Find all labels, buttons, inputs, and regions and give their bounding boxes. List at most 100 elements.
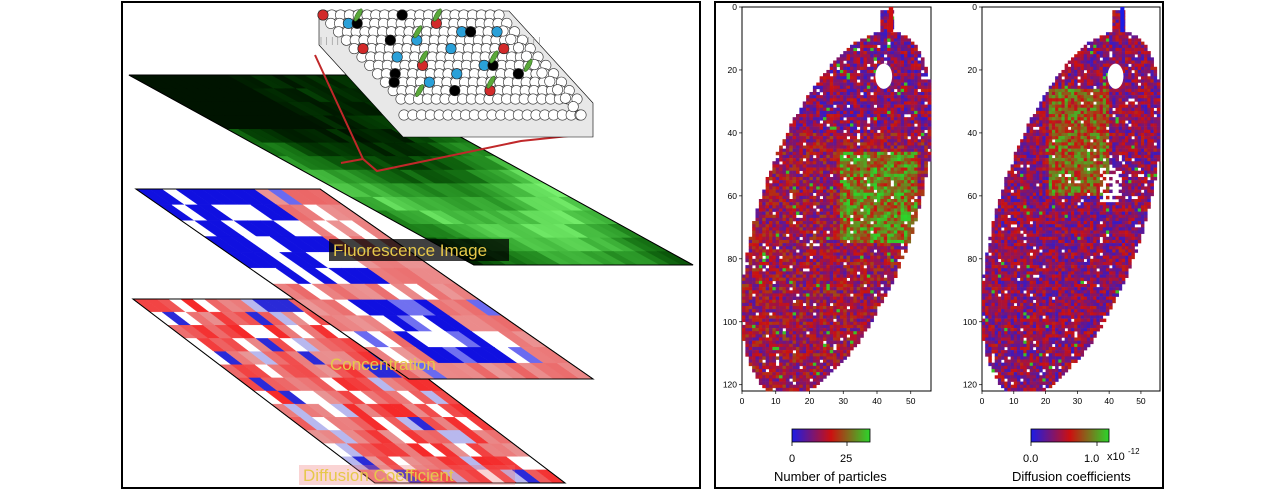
heatmap-pixel — [884, 293, 888, 296]
heatmap-pixel — [907, 89, 911, 92]
heatmap-pixel — [793, 293, 797, 296]
heatmap-pixel — [864, 259, 868, 262]
heatmap-pixel — [745, 315, 749, 318]
heatmap-pixel — [918, 190, 922, 193]
heatmap-pixel — [783, 243, 787, 246]
heatmap-pixel — [897, 145, 901, 148]
heatmap-pixel — [884, 145, 888, 148]
heatmap-pixel — [853, 174, 857, 177]
heatmap-pixel — [816, 315, 820, 318]
heatmap-pixel — [847, 133, 851, 136]
heatmap-pixel — [860, 123, 864, 126]
heatmap-pixel — [766, 325, 770, 328]
heatmap-pixel — [826, 319, 830, 322]
heatmap-pixel — [857, 61, 861, 64]
heatmap-pixel — [810, 262, 814, 265]
heatmap-pixel — [840, 73, 844, 76]
heatmap-pixel — [860, 183, 864, 186]
heatmap-pixel — [914, 168, 918, 171]
heatmap-pixel — [924, 142, 928, 145]
heatmap-pixel — [860, 309, 864, 312]
heatmap-pixel — [772, 344, 776, 347]
heatmap-pixel — [803, 171, 807, 174]
heatmap-pixel — [752, 303, 756, 306]
heatmap-pixel — [874, 152, 878, 155]
heatmap-pixel — [853, 142, 857, 145]
heatmap-pixel — [918, 67, 922, 70]
heatmap-pixel — [789, 256, 793, 259]
heatmap-pixel — [762, 230, 766, 233]
heatmap-pixel — [806, 139, 810, 142]
heatmap-pixel — [772, 271, 776, 274]
heatmap-pixel — [826, 281, 830, 284]
heatmap-pixel — [837, 322, 841, 325]
heatmap-pixel — [816, 293, 820, 296]
heatmap-pixel — [847, 161, 851, 164]
heatmap-pixel — [830, 253, 834, 256]
heatmap-pixel — [762, 278, 766, 281]
heatmap-pixel — [833, 174, 837, 177]
heatmap-pixel — [796, 193, 800, 196]
heatmap-pixel — [796, 158, 800, 161]
heatmap-pixel — [756, 208, 760, 211]
heatmap-pixel — [877, 164, 881, 167]
heatmap-pixel — [864, 218, 868, 221]
heatmap-pixel — [830, 297, 834, 300]
heatmap-pixel — [840, 212, 844, 215]
heatmap-pixel — [870, 108, 874, 111]
heatmap-pixel — [772, 334, 776, 337]
heatmap-pixel — [907, 180, 911, 183]
heatmap-pixel — [867, 142, 871, 145]
heatmap-pixel — [823, 337, 827, 340]
heatmap-pixel — [766, 215, 770, 218]
heatmap-pixel — [752, 360, 756, 363]
heatmap-pixel — [877, 287, 881, 290]
heatmap-pixel — [796, 164, 800, 167]
heatmap-pixel — [853, 202, 857, 205]
heatmap-pixel — [820, 130, 824, 133]
heatmap-pixel — [843, 111, 847, 114]
heatmap-pixel — [833, 64, 837, 67]
heatmap-pixel — [864, 237, 868, 240]
heatmap-pixel — [833, 61, 837, 64]
heatmap-pixel — [857, 180, 861, 183]
heatmap-pixel — [901, 123, 905, 126]
heatmap-pixel — [772, 363, 776, 366]
heatmap-pixel — [826, 139, 830, 142]
heatmap-pixel — [796, 284, 800, 287]
heatmap-pixel — [867, 54, 871, 57]
heatmap-pixel — [826, 325, 830, 328]
heatmap-pixel — [786, 328, 790, 331]
heatmap-pixel — [847, 111, 851, 114]
heatmap-pixel — [891, 101, 895, 104]
heatmap-pixel — [783, 155, 787, 158]
heatmap-pixel — [857, 303, 861, 306]
diffusion-coefficient-label: Diffusion Coefficient — [303, 466, 454, 485]
heatmap-pixel — [766, 341, 770, 344]
heatmap-pixel — [840, 186, 844, 189]
heatmap-pixel — [907, 61, 911, 64]
heatmap-pixel — [891, 208, 895, 211]
heatmap-pixel — [810, 180, 814, 183]
heatmap-pixel — [776, 325, 780, 328]
heatmap-pixel — [752, 300, 756, 303]
heatmap-pixel — [830, 224, 834, 227]
heatmap-pixel — [843, 224, 847, 227]
heatmap-pixel — [880, 224, 884, 227]
heatmap-pixel — [779, 180, 783, 183]
heatmap-pixel — [891, 190, 895, 193]
heatmap-pixel — [810, 136, 814, 139]
heatmap-pixel — [911, 155, 915, 158]
heatmap-pixel — [911, 92, 915, 95]
heatmap-pixel — [884, 89, 888, 92]
heatmap-pixel — [799, 123, 803, 126]
heatmap-pixel — [867, 161, 871, 164]
heatmap-pixel — [789, 275, 793, 278]
heatmap-pixel — [887, 145, 891, 148]
heatmap-pixel — [803, 325, 807, 328]
heatmap-pixel — [810, 130, 814, 133]
heatmap-pixel — [874, 117, 878, 120]
heatmap-pixel — [877, 227, 881, 230]
heatmap-pixel — [837, 281, 841, 284]
heatmap-pixel — [766, 180, 770, 183]
